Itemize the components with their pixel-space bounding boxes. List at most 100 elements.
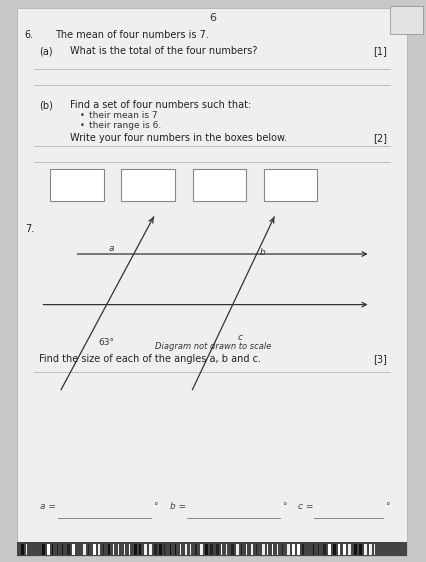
Bar bbox=[108, 544, 110, 555]
Bar bbox=[313, 544, 314, 555]
Text: °: ° bbox=[153, 502, 158, 511]
Bar bbox=[292, 544, 295, 555]
Bar bbox=[144, 544, 147, 555]
Bar bbox=[121, 169, 175, 201]
Text: (b): (b) bbox=[39, 100, 53, 110]
Bar bbox=[88, 544, 89, 555]
Text: The mean of four numbers is 7.: The mean of four numbers is 7. bbox=[55, 30, 209, 40]
Bar bbox=[369, 544, 372, 555]
Text: b: b bbox=[260, 248, 266, 257]
Bar bbox=[226, 544, 227, 555]
Bar bbox=[57, 544, 58, 555]
Bar bbox=[262, 544, 265, 555]
Text: [3]: [3] bbox=[373, 354, 387, 364]
Bar bbox=[21, 544, 24, 555]
Text: [2]: [2] bbox=[373, 133, 387, 143]
Text: Write your four numbers in the boxes below.: Write your four numbers in the boxes bel… bbox=[70, 133, 288, 143]
Text: Diagram not drawn to scale: Diagram not drawn to scale bbox=[155, 342, 271, 351]
Bar bbox=[343, 544, 346, 555]
Bar bbox=[118, 544, 119, 555]
Bar bbox=[134, 544, 137, 555]
Bar bbox=[333, 544, 336, 555]
Text: a =: a = bbox=[40, 502, 56, 511]
Bar bbox=[348, 544, 351, 555]
Bar bbox=[216, 544, 219, 555]
Bar bbox=[318, 544, 319, 555]
Bar bbox=[264, 169, 317, 201]
Bar bbox=[195, 544, 197, 555]
Text: °: ° bbox=[282, 502, 287, 511]
Text: •: • bbox=[80, 111, 85, 120]
Bar bbox=[67, 544, 70, 555]
Text: (a): (a) bbox=[39, 46, 53, 56]
Bar bbox=[338, 544, 340, 555]
Bar bbox=[164, 544, 165, 555]
Bar bbox=[98, 544, 100, 555]
Bar bbox=[272, 544, 273, 555]
Text: What is the total of the four numbers?: What is the total of the four numbers? bbox=[70, 46, 258, 56]
Bar bbox=[170, 544, 171, 555]
Bar bbox=[231, 544, 234, 555]
Bar bbox=[72, 544, 75, 555]
Bar bbox=[139, 544, 141, 555]
Bar bbox=[17, 542, 407, 556]
Bar bbox=[50, 169, 104, 201]
Bar bbox=[282, 544, 283, 555]
Text: [1]: [1] bbox=[373, 46, 387, 56]
Text: °: ° bbox=[385, 502, 390, 511]
Bar bbox=[246, 544, 247, 555]
Bar bbox=[190, 544, 191, 555]
Bar bbox=[205, 544, 208, 555]
Bar bbox=[354, 544, 357, 555]
Bar bbox=[267, 544, 268, 555]
FancyBboxPatch shape bbox=[390, 6, 423, 34]
Bar bbox=[302, 544, 304, 555]
Bar bbox=[287, 544, 290, 555]
Bar bbox=[323, 544, 326, 555]
Text: Examiner
only: Examiner only bbox=[395, 13, 419, 25]
Bar bbox=[62, 544, 63, 555]
Bar bbox=[42, 544, 45, 555]
Bar bbox=[175, 544, 176, 555]
Text: Find the size of each of the angles a, b and c.: Find the size of each of the angles a, b… bbox=[39, 354, 261, 364]
Bar bbox=[93, 544, 96, 555]
Text: 6: 6 bbox=[210, 13, 216, 23]
Bar bbox=[124, 544, 125, 555]
Bar bbox=[359, 544, 362, 555]
Text: a: a bbox=[109, 244, 115, 253]
Bar bbox=[103, 544, 104, 555]
FancyBboxPatch shape bbox=[17, 8, 407, 556]
Text: c =: c = bbox=[298, 502, 314, 511]
Bar bbox=[277, 544, 278, 555]
Text: c: c bbox=[238, 333, 243, 342]
Bar bbox=[52, 544, 53, 555]
Text: 7.: 7. bbox=[25, 224, 34, 234]
Bar bbox=[251, 544, 253, 555]
Bar bbox=[149, 544, 152, 555]
Text: 6.: 6. bbox=[25, 30, 34, 40]
Bar bbox=[241, 544, 242, 555]
Text: 63°: 63° bbox=[98, 338, 114, 347]
Bar bbox=[154, 544, 157, 555]
Text: their mean is 7: their mean is 7 bbox=[89, 111, 157, 120]
Bar bbox=[180, 544, 181, 555]
Text: b =: b = bbox=[170, 502, 187, 511]
Text: their range is 6.: their range is 6. bbox=[89, 121, 161, 130]
Bar bbox=[26, 544, 27, 555]
Bar bbox=[364, 544, 367, 555]
Text: •: • bbox=[80, 121, 85, 130]
Bar bbox=[159, 544, 162, 555]
Bar bbox=[210, 544, 213, 555]
Bar bbox=[83, 544, 86, 555]
Bar bbox=[297, 544, 300, 555]
Bar bbox=[256, 544, 257, 555]
Bar bbox=[328, 544, 331, 555]
Text: Find a set of four numbers such that:: Find a set of four numbers such that: bbox=[70, 100, 251, 110]
Bar bbox=[200, 544, 203, 555]
Bar bbox=[221, 544, 222, 555]
Bar bbox=[236, 544, 239, 555]
Bar bbox=[374, 544, 375, 555]
Bar bbox=[185, 544, 187, 555]
Bar bbox=[113, 544, 114, 555]
Bar bbox=[129, 544, 130, 555]
